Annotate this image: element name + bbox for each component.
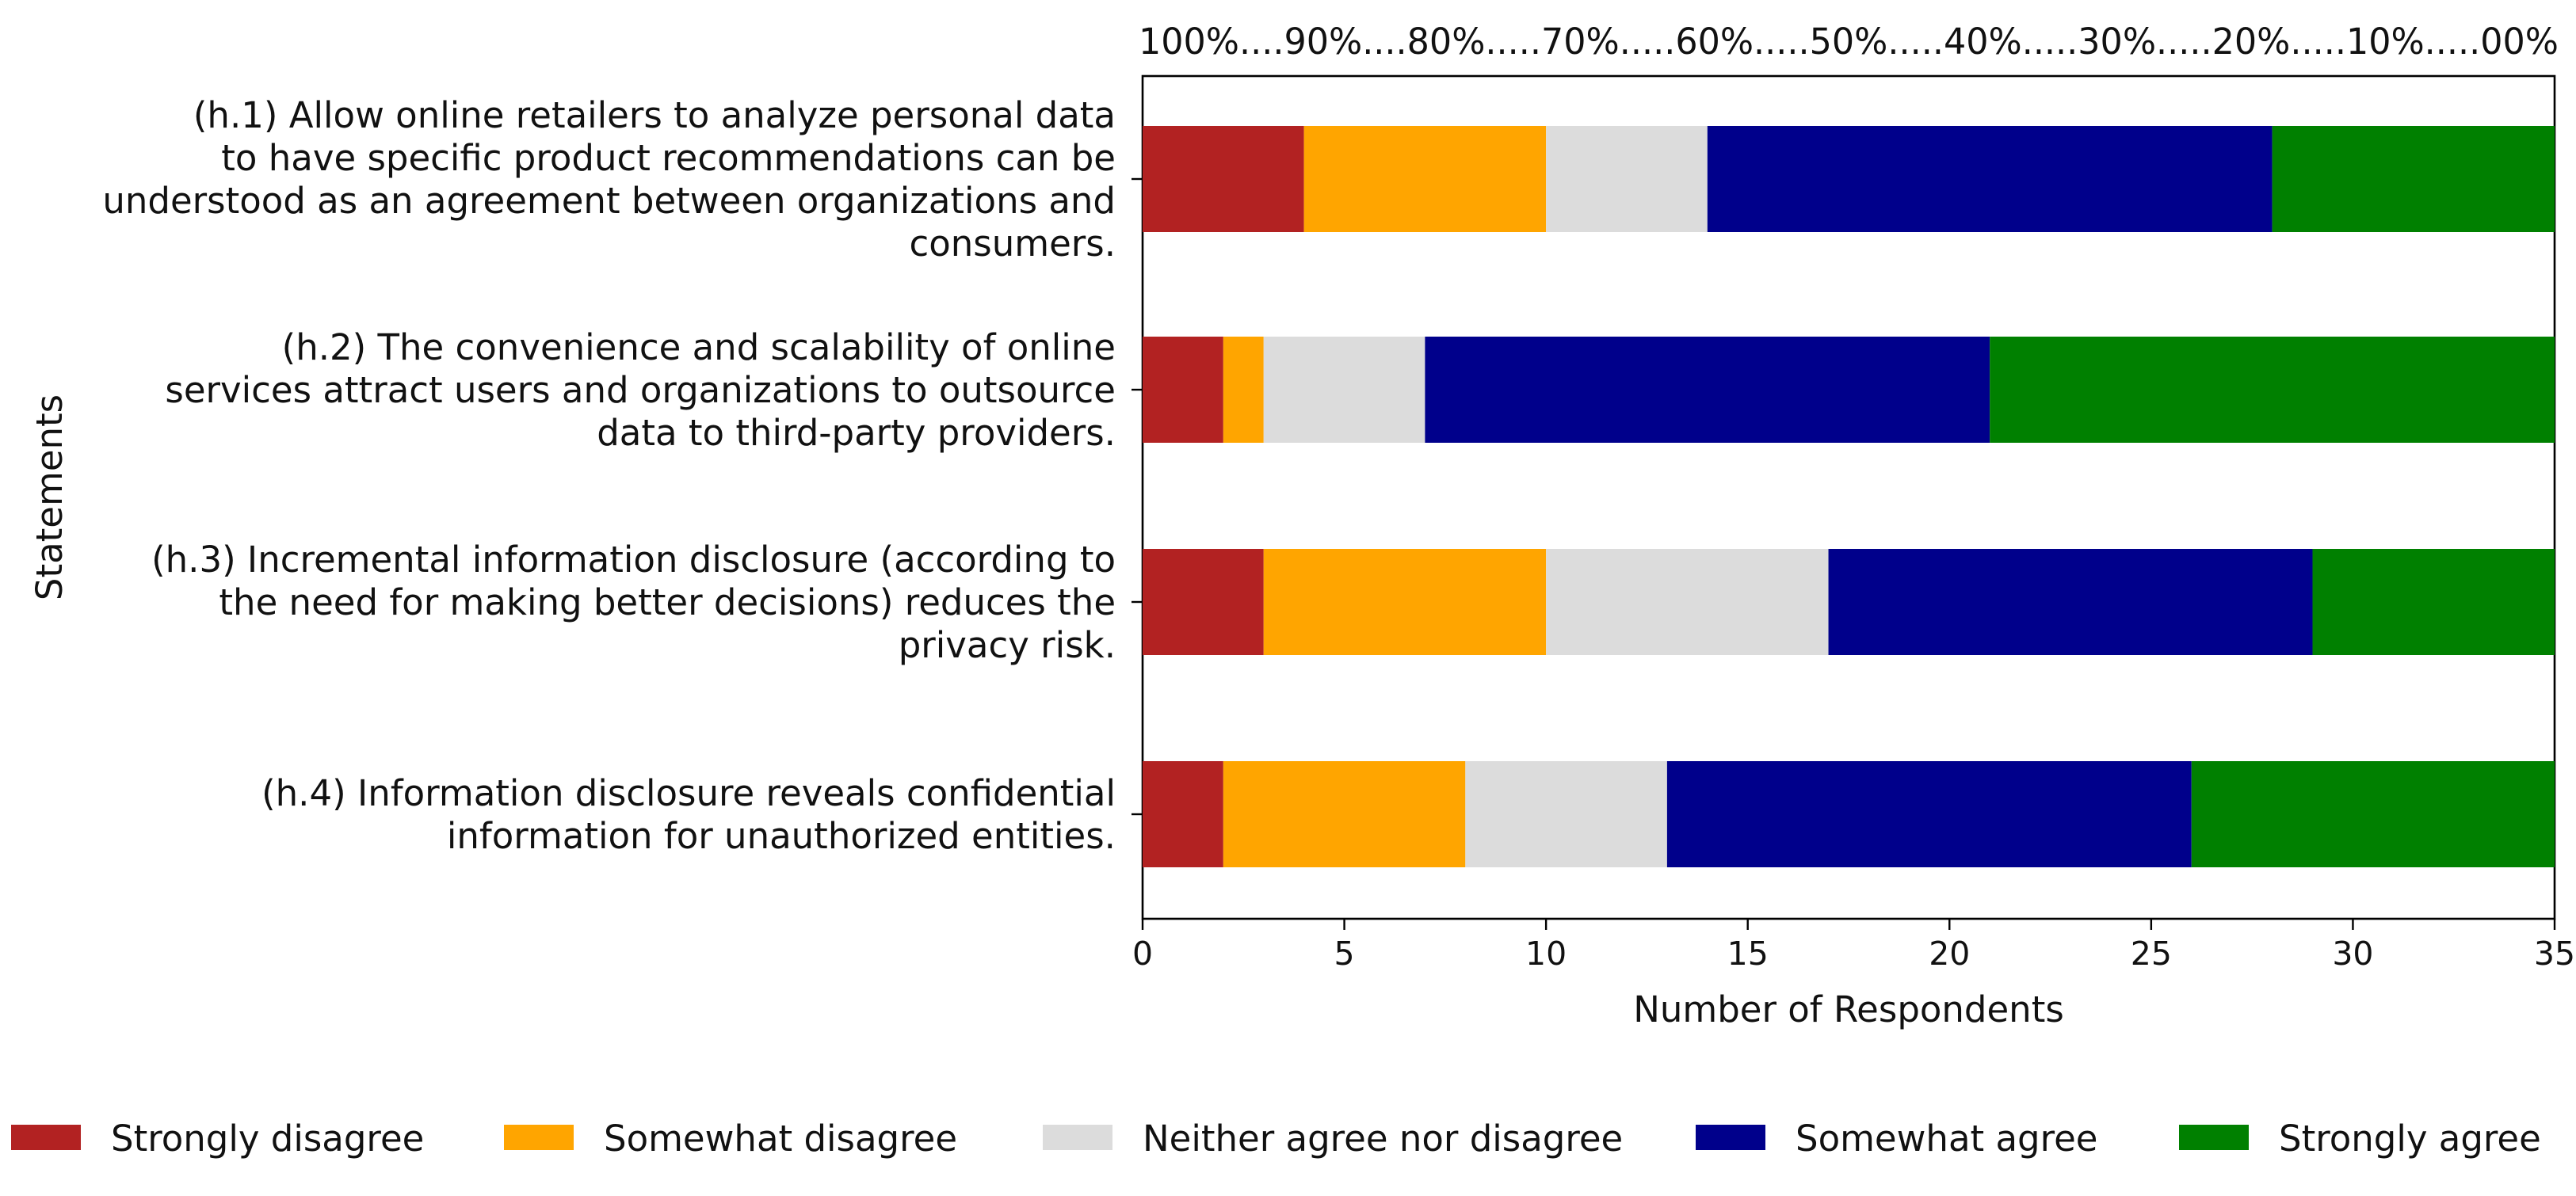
- plot-area: [1141, 74, 2556, 920]
- legend: Strongly disagree Somewhat disagree Neithe…: [11, 1118, 2541, 1160]
- bar-segment: [1425, 337, 1990, 443]
- bar-segment: [1828, 549, 2313, 655]
- bars: [1143, 126, 2555, 867]
- x-tick-label: 25: [2131, 935, 2172, 973]
- legend-item: Strongly agree: [2179, 1118, 2541, 1160]
- legend-swatch: [1696, 1125, 1765, 1150]
- bar-segment: [1223, 337, 1264, 443]
- bar-segment: [1143, 549, 1264, 655]
- legend-item: Somewhat agree: [1696, 1118, 2098, 1160]
- bar-segment: [2312, 549, 2555, 655]
- plot-frame: [1141, 74, 2556, 920]
- y-axis-title: Statements: [29, 394, 71, 600]
- legend-label: Somewhat disagree: [604, 1118, 957, 1160]
- y-category-label: (h.1) Allow online retailers to analyze …: [102, 94, 1116, 265]
- y-category-label-line: privacy risk.: [899, 624, 1116, 666]
- axes: 0 5 10 15 20 25 30 35 (h.1) Allow online retaile…: [102, 94, 2575, 973]
- x-tick-label: 10: [1525, 935, 1567, 973]
- y-category-label-line: to have specific product recommendations…: [221, 137, 1116, 179]
- bar-segment: [1143, 761, 1223, 867]
- legend-swatch: [2179, 1125, 2249, 1150]
- bar-segment: [1263, 337, 1425, 443]
- x-tick-label: 35: [2534, 935, 2575, 973]
- x-tick-label: 0: [1132, 935, 1153, 973]
- bar-segment: [1990, 337, 2555, 443]
- legend-item: Strongly disagree: [11, 1118, 424, 1160]
- y-category-label: (h.3) Incremental information disclosure…: [151, 539, 1116, 666]
- bar-segment: [2272, 126, 2555, 232]
- x-axis-title: Number of Respondents: [1633, 988, 2064, 1030]
- legend-label: Somewhat agree: [1796, 1118, 2098, 1160]
- y-category-label-line: consumers.: [909, 223, 1116, 265]
- y-category-label: (h.2) The convenience and scalability of…: [165, 326, 1116, 454]
- x-tick-label: 20: [1929, 935, 1970, 973]
- bar-segment: [1303, 126, 1547, 232]
- top-percent-scale: 100%....90%....80%.....70%.....60%.....5…: [1139, 21, 2559, 63]
- legend-item: Somewhat disagree: [504, 1118, 957, 1160]
- bar-segment: [1666, 761, 2192, 867]
- bar-segment: [1546, 126, 1708, 232]
- legend-swatch: [11, 1125, 81, 1150]
- legend-item: Neither agree nor disagree: [1043, 1118, 1623, 1160]
- y-category-label-line: understood as an agreement between organ…: [102, 180, 1116, 222]
- bar-segment: [1223, 761, 1466, 867]
- bar-segment: [1143, 126, 1304, 232]
- x-tick-label: 30: [2332, 935, 2373, 973]
- legend-swatch: [1043, 1125, 1112, 1150]
- y-category-label-line: (h.3) Incremental information disclosure…: [151, 539, 1116, 581]
- y-category-label: (h.4) Information disclosure reveals con…: [261, 772, 1116, 857]
- bar-segment: [1143, 337, 1223, 443]
- y-category-label-line: the need for making better decisions) re…: [219, 581, 1116, 623]
- bar-segment: [1263, 549, 1547, 655]
- x-tick-label: 5: [1334, 935, 1355, 973]
- y-category-label-line: services attract users and organizations…: [165, 369, 1116, 411]
- bar-segment: [1707, 126, 2273, 232]
- legend-label: Strongly agree: [2279, 1118, 2541, 1160]
- legend-label: Strongly disagree: [111, 1118, 424, 1160]
- bar-segment: [2191, 761, 2555, 867]
- y-category-label-line: data to third-party providers.: [597, 412, 1116, 454]
- legend-label: Neither agree nor disagree: [1143, 1118, 1623, 1160]
- bar-segment: [1465, 761, 1667, 867]
- bar-segment: [1546, 549, 1829, 655]
- legend-swatch: [504, 1125, 574, 1150]
- x-tick-label: 15: [1727, 935, 1769, 973]
- y-category-label-line: (h.2) The convenience and scalability of…: [282, 326, 1116, 368]
- y-category-label-line: (h.4) Information disclosure reveals con…: [261, 772, 1116, 814]
- y-category-label-line: (h.1) Allow online retailers to analyze …: [193, 94, 1116, 136]
- y-category-label-line: information for unauthorized entities.: [447, 815, 1116, 857]
